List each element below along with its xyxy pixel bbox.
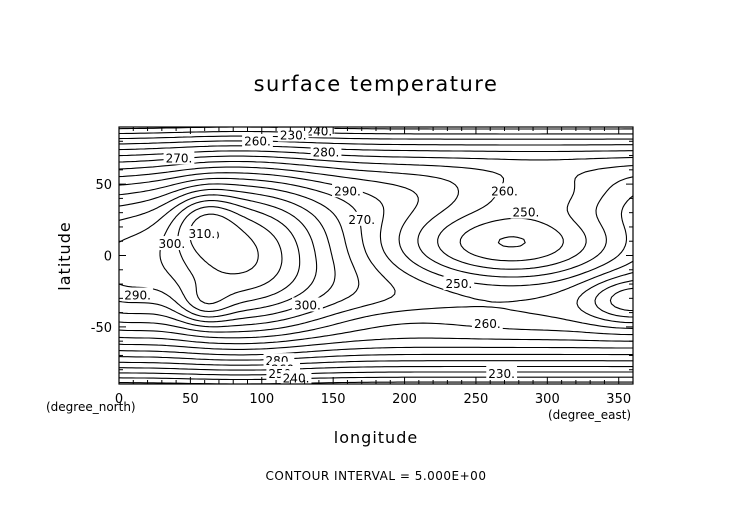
contour-label-bg: [510, 204, 542, 219]
contour-lines: [119, 127, 633, 384]
contour-label: 300.: [294, 298, 321, 312]
contour-label: 250.: [445, 277, 472, 291]
contour-line: [119, 127, 633, 384]
y-axis-unit: (degree_north): [46, 400, 136, 414]
contour-line: [119, 160, 633, 350]
contour-label-bg: [186, 226, 218, 241]
x-tick-label: 50: [182, 392, 199, 407]
contour-label: 260.: [474, 317, 501, 331]
contour-label-bg: [122, 287, 153, 302]
y-tick-label: -50: [91, 321, 112, 336]
axis-ticks: [118, 126, 634, 385]
contour-label: 280.: [313, 146, 340, 160]
contour-label: 270.: [166, 151, 193, 165]
plot-frame: [118, 126, 634, 385]
x-tick-label: 250: [464, 392, 489, 407]
contour-line: [119, 177, 633, 333]
contour-line: [119, 188, 633, 323]
contour-label: 270.: [348, 213, 375, 227]
contour-label: 240.: [283, 371, 310, 385]
contour-line: [119, 155, 633, 356]
contour-label-bg: [280, 370, 312, 385]
x-tick-label: 300: [535, 392, 560, 407]
contour-label: 310.: [188, 227, 215, 241]
x-axis-unit: (degree_east): [548, 408, 631, 422]
contour-label-bg: [277, 127, 309, 142]
contour-label: 300.: [158, 237, 185, 251]
x-axis-label: longitude: [334, 428, 418, 447]
contour-line: [119, 130, 633, 381]
contour-line: [119, 150, 633, 361]
contour-label-bg: [332, 183, 363, 198]
contour-label-bg: [486, 366, 518, 381]
contour-label-bg: [310, 144, 342, 159]
chart-title: surface temperature: [254, 72, 499, 96]
contour-interval-note: CONTOUR INTERVAL = 5.000E+00: [266, 469, 487, 483]
contour-label: 260.: [491, 184, 518, 198]
contour-label-bg: [489, 183, 520, 198]
contour-label-bg: [156, 236, 188, 251]
contour-label-bg: [163, 150, 195, 165]
contour-label: 290.: [334, 184, 361, 198]
contour-label: 260.: [244, 134, 271, 148]
contour-label-bg: [346, 211, 378, 226]
contour-label: 250.: [513, 206, 540, 220]
y-axis-label: latitude: [55, 221, 74, 290]
contour-line: [119, 183, 633, 328]
contour-line: [119, 172, 633, 339]
axis-tick-labels: 0 50 100 150 200 250 300 350 -50 0 50: [91, 178, 631, 407]
contour-label-bg: [471, 316, 503, 331]
contour-label: 230.: [280, 129, 307, 143]
contour-line: [119, 145, 633, 366]
contour-labels: 240.230.260.270. 280.290.270.260.250.310.…: [122, 123, 542, 385]
contour-line: [177, 206, 283, 305]
contour-label-bg: [292, 297, 323, 312]
x-tick-label: 150: [321, 392, 346, 407]
contour-label: 230.: [488, 367, 515, 381]
x-tick-label: 100: [249, 392, 274, 407]
y-tick-label: 0: [104, 250, 112, 265]
contour-label-bg: [443, 276, 475, 291]
y-tick-label: 50: [95, 178, 112, 193]
x-tick-label: 350: [606, 392, 631, 407]
contour-line: [119, 140, 633, 371]
contour-label: 290.: [124, 288, 151, 302]
contour-label: 240.: [306, 124, 333, 138]
contour-line: [189, 213, 259, 275]
x-tick-label: 0: [115, 392, 123, 407]
contour-label-bg: [242, 133, 273, 148]
x-tick-label: 200: [392, 392, 417, 407]
contour-line: [119, 135, 633, 376]
